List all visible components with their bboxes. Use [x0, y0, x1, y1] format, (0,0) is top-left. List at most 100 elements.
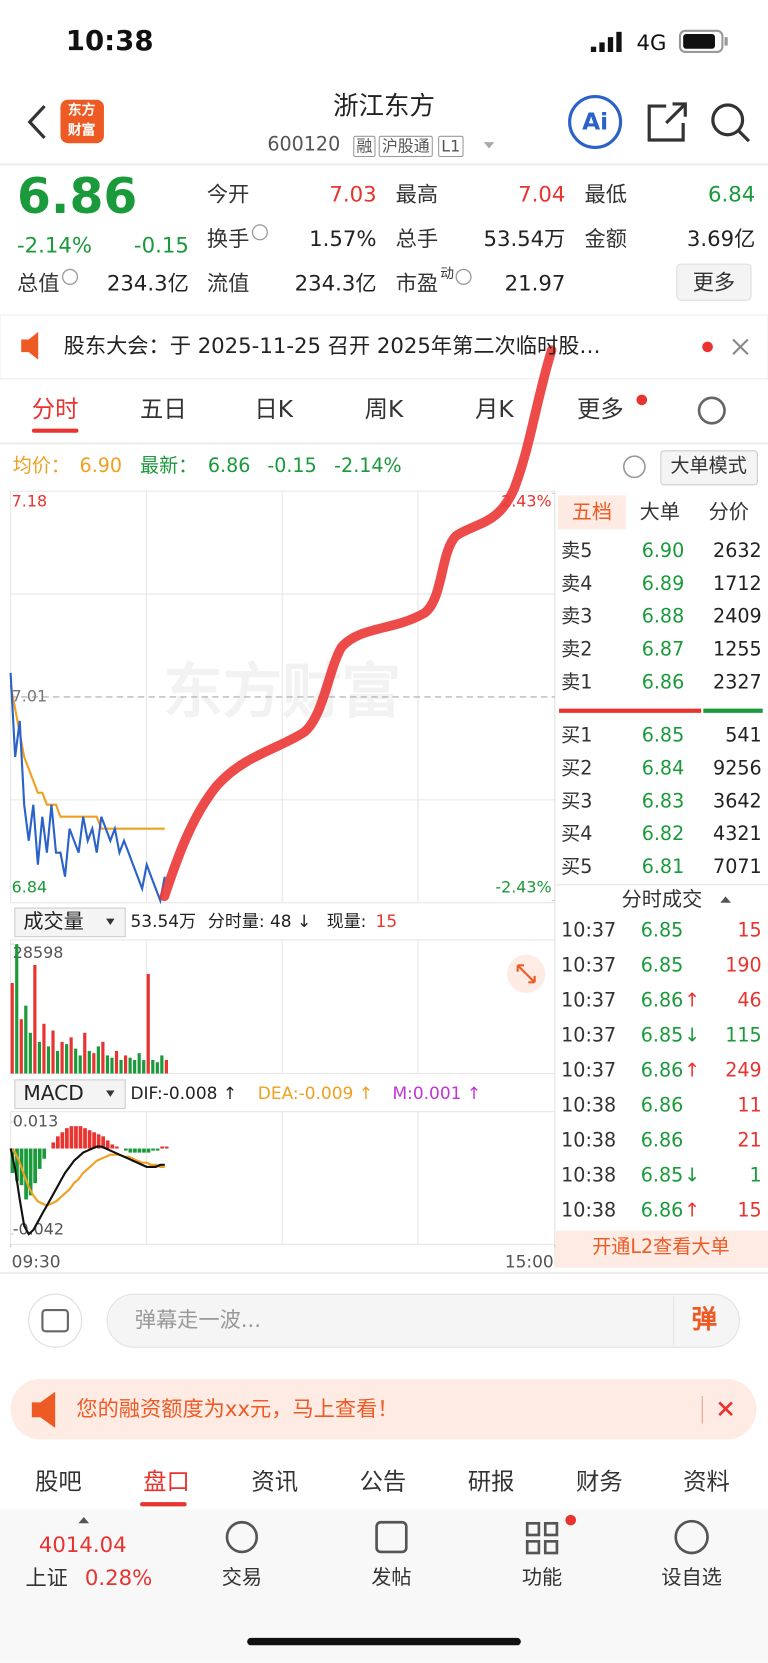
- macd-bar: [42, 1148, 47, 1159]
- trade-volume: 249: [725, 1059, 762, 1083]
- trade-price: 6.86: [640, 1094, 684, 1118]
- trade-time: 10:37: [561, 1059, 617, 1083]
- volume-bar: [37, 1041, 41, 1074]
- volume-current-label: 现量:: [326, 911, 367, 932]
- y-tick-label: 0.013: [13, 1112, 59, 1131]
- chart-tab[interactable]: 五日: [140, 396, 187, 424]
- section-tab[interactable]: 资讯: [251, 1468, 299, 1496]
- settings-icon[interactable]: [697, 396, 726, 425]
- trade-time: 10:38: [561, 1164, 617, 1188]
- mode-label[interactable]: 大单模式: [670, 455, 747, 478]
- volume-bar: [78, 1055, 82, 1074]
- section-tab[interactable]: 资料: [683, 1468, 730, 1496]
- book-price: 6.84: [641, 757, 685, 780]
- trade-arrow: ↓: [684, 1024, 701, 1048]
- section-tab[interactable]: 研报: [467, 1468, 515, 1496]
- change-pct: -2.14%: [16, 232, 93, 258]
- macd-bar: [137, 1148, 142, 1153]
- macd-bar: [87, 1130, 92, 1149]
- macd-selector-label[interactable]: MACD: [23, 1081, 84, 1105]
- nav-label[interactable]: 发帖: [371, 1565, 412, 1589]
- chart-tab[interactable]: 周K: [364, 396, 404, 424]
- back-button[interactable]: [27, 104, 46, 139]
- book-label: 买2: [561, 757, 593, 780]
- more-button-label[interactable]: 更多: [692, 269, 736, 295]
- change: -0.15: [133, 232, 189, 258]
- stat-value: 1.57%: [309, 225, 377, 252]
- volume-bar: [46, 1046, 51, 1074]
- close-notice[interactable]: [732, 338, 749, 356]
- book-tab[interactable]: 大单: [639, 500, 680, 524]
- notice-dot: [702, 341, 713, 353]
- book-label: 买1: [561, 724, 593, 748]
- stat-label: 换手: [206, 225, 250, 252]
- volume-bar: [164, 1059, 168, 1074]
- volume-bar: [33, 964, 37, 1074]
- l2-label[interactable]: 开通L2查看大单: [592, 1236, 730, 1259]
- avg-label: 均价：: [12, 455, 71, 478]
- danmaku-toggle[interactable]: [28, 1293, 83, 1348]
- chart-tab[interactable]: 更多: [577, 396, 624, 424]
- volume-total: 53.54万: [130, 911, 197, 932]
- l2-banner[interactable]: [554, 1230, 768, 1268]
- trade-volume: 1: [749, 1164, 762, 1188]
- y-tick-label: 7.01: [12, 686, 47, 705]
- nav-label[interactable]: 功能: [521, 1565, 563, 1589]
- trade-time: 10:37: [561, 919, 617, 943]
- macd-bar: [133, 1148, 137, 1153]
- section-tab[interactable]: 股吧: [34, 1468, 82, 1496]
- volume-bar: [83, 1032, 87, 1074]
- section-tab[interactable]: 财务: [575, 1468, 623, 1496]
- chart-tab[interactable]: 日K: [254, 396, 294, 424]
- trade-time: 10:37: [561, 989, 617, 1013]
- y-tick-label: 28598: [13, 943, 64, 962]
- stat-value: 3.69亿: [686, 225, 756, 252]
- latest-label: 最新：: [140, 455, 198, 478]
- nav-label[interactable]: 设自选: [661, 1565, 722, 1589]
- watermark: 东方财富: [163, 658, 401, 727]
- info-icon: [61, 268, 79, 285]
- chat-button[interactable]: 弹: [691, 1304, 718, 1335]
- sort-icon: [720, 896, 731, 903]
- trade-price: 6.85: [640, 1024, 684, 1048]
- promo-banner[interactable]: [10, 1379, 757, 1440]
- nav-dot: [565, 1514, 577, 1526]
- macd-bar: [83, 1128, 87, 1149]
- book-tab[interactable]: 五档: [571, 500, 613, 524]
- close-promo[interactable]: [718, 1401, 733, 1417]
- share-button[interactable]: [647, 102, 687, 142]
- book-tab[interactable]: 分价: [708, 500, 749, 524]
- section-tab[interactable]: 盘口: [143, 1468, 190, 1496]
- volume-bar: [65, 1044, 69, 1074]
- book-price: 6.90: [641, 540, 685, 563]
- trade-arrow: ↑: [684, 1059, 701, 1083]
- ai-button[interactable]: [568, 94, 623, 150]
- volume-bar: [155, 1062, 159, 1074]
- stat-value: 53.54万: [483, 225, 566, 252]
- volume-selector-label[interactable]: 成交量: [23, 909, 84, 934]
- more-button[interactable]: [676, 263, 752, 301]
- macd-bar: [37, 1148, 42, 1169]
- nav-label[interactable]: 交易: [221, 1565, 263, 1589]
- stat-value: 7.03: [329, 181, 377, 207]
- trade-volume: 15: [737, 1199, 762, 1223]
- macd-bar: [146, 1148, 151, 1153]
- section-tab[interactable]: 公告: [359, 1468, 407, 1496]
- macd-selector[interactable]: [14, 1079, 126, 1110]
- volume-selector[interactable]: [14, 907, 126, 938]
- search-button[interactable]: [711, 103, 751, 143]
- book-label: 卖1: [561, 671, 593, 694]
- y2-tick-label: -2.43%: [495, 877, 551, 896]
- chart-tab[interactable]: 月K: [475, 396, 514, 424]
- volume-bar: [15, 944, 19, 1074]
- book-label: 买3: [561, 790, 593, 813]
- trade-time: 10:37: [561, 1024, 617, 1048]
- help-icon[interactable]: [622, 455, 646, 479]
- macd-bar: [74, 1126, 78, 1149]
- chat-input[interactable]: [106, 1293, 740, 1348]
- chart-tab[interactable]: 分时: [31, 396, 79, 424]
- trade-time: 10:38: [561, 1129, 617, 1153]
- logo-text: 东方: [67, 103, 96, 120]
- mode-button[interactable]: [660, 450, 758, 486]
- book-price: 6.83: [641, 790, 685, 813]
